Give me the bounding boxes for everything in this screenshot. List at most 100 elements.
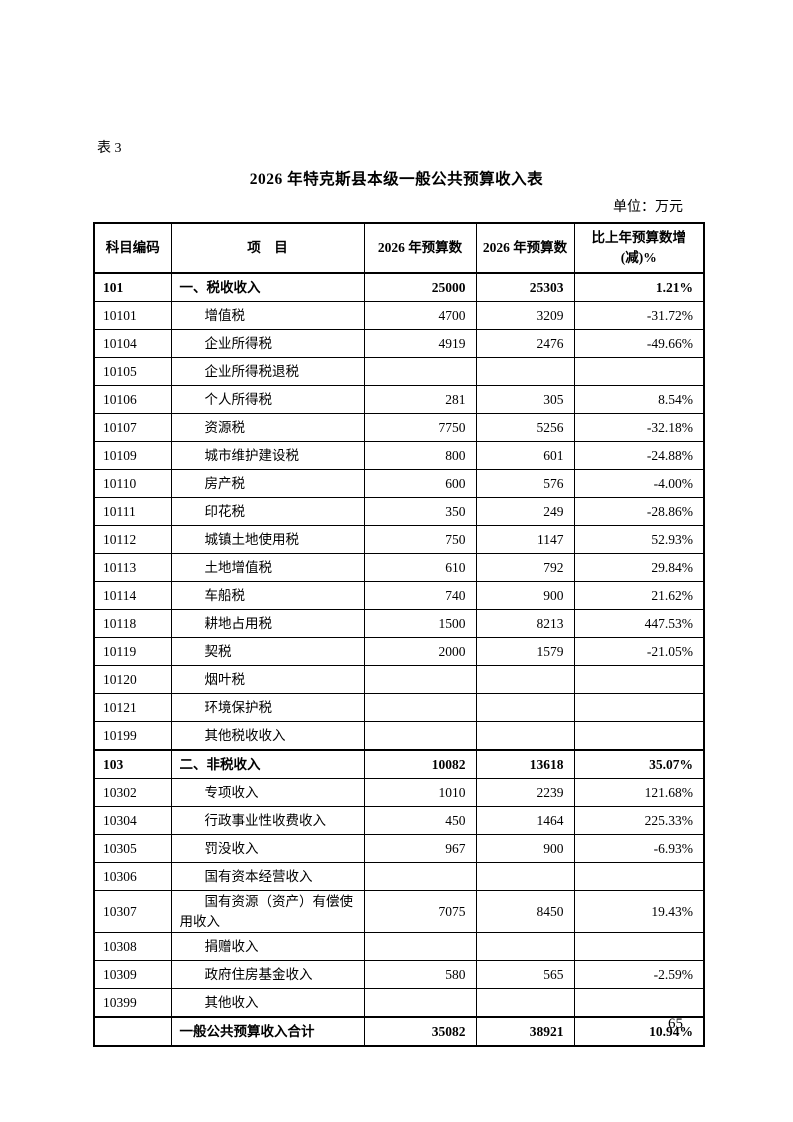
budget-a-cell	[363, 932, 477, 962]
code-cell: 10120	[93, 665, 172, 694]
budget-b-cell: 25303	[475, 272, 575, 302]
table-row: 一般公共预算收入合计 35082 38921 10.94%	[93, 1016, 705, 1047]
item-cell: 其他收入	[170, 988, 365, 1018]
change-cell: 35.07%	[573, 749, 705, 779]
table-row: 10306 国有资本经营收入	[93, 862, 705, 891]
budget-a-cell: 750	[363, 525, 477, 554]
item-cell: 城镇土地使用税	[170, 525, 365, 554]
code-cell: 10304	[93, 806, 172, 835]
budget-a-cell	[363, 693, 477, 722]
change-cell: -4.00%	[573, 469, 705, 498]
code-cell: 10114	[93, 581, 172, 610]
table-row: 10309 政府住房基金收入 580 565 -2.59%	[93, 960, 705, 990]
table-row: 10118 耕地占用税 1500 8213 447.53%	[93, 609, 705, 638]
header-item: 项 目	[170, 222, 365, 274]
table-row: 10104 企业所得税 4919 2476 -49.66%	[93, 329, 705, 358]
change-cell: 8.54%	[573, 385, 705, 414]
item-cell: 政府住房基金收入	[170, 960, 365, 990]
code-cell: 10118	[93, 609, 172, 638]
budget-b-cell	[475, 932, 575, 962]
change-cell: -21.05%	[573, 637, 705, 666]
budget-b-cell: 13618	[475, 749, 575, 779]
code-cell: 10101	[93, 301, 172, 330]
code-cell: 10307	[93, 889, 172, 934]
code-cell: 10119	[93, 637, 172, 666]
table-row: 10111 印花税 350 249 -28.86%	[93, 497, 705, 526]
code-cell: 10121	[93, 693, 172, 722]
table-row: 10110 房产税 600 576 -4.00%	[93, 469, 705, 498]
budget-a-cell: 800	[363, 441, 477, 470]
table-row: 10307 国有资源（资产）有偿使用收入 7075 8450 19.43%	[93, 889, 705, 934]
budget-b-cell: 601	[475, 441, 575, 470]
budget-b-cell: 900	[475, 581, 575, 610]
table-row: 10304 行政事业性收费收入 450 1464 225.33%	[93, 806, 705, 835]
change-cell	[573, 665, 705, 694]
budget-a-cell: 4919	[363, 329, 477, 358]
item-cell: 捐赠收入	[170, 932, 365, 962]
change-cell: -32.18%	[573, 413, 705, 442]
change-cell	[573, 862, 705, 891]
item-cell: 企业所得税退税	[170, 357, 365, 386]
code-cell: 10302	[93, 778, 172, 807]
budget-a-cell: 1500	[363, 609, 477, 638]
budget-a-cell: 7750	[363, 413, 477, 442]
code-cell: 10110	[93, 469, 172, 498]
budget-b-cell: 305	[475, 385, 575, 414]
header-row: 科目编码 项 目 2026 年预算数 2026 年预算数 比上年预算数增 (减)…	[93, 222, 705, 274]
budget-a-cell	[363, 665, 477, 694]
budget-a-cell: 450	[363, 806, 477, 835]
item-cell: 烟叶税	[170, 665, 365, 694]
code-cell: 10111	[93, 497, 172, 526]
budget-b-cell	[475, 665, 575, 694]
budget-b-cell: 1464	[475, 806, 575, 835]
budget-b-cell	[475, 721, 575, 751]
budget-b-cell: 8450	[475, 889, 575, 934]
item-cell: 契税	[170, 637, 365, 666]
budget-b-cell: 38921	[475, 1016, 575, 1047]
change-cell: -28.86%	[573, 497, 705, 526]
budget-b-cell	[475, 988, 575, 1018]
item-cell: 环境保护税	[170, 693, 365, 722]
budget-b-cell	[475, 862, 575, 891]
table-row: 10112 城镇土地使用税 750 1147 52.93%	[93, 525, 705, 554]
budget-a-cell: 25000	[363, 272, 477, 302]
budget-a-cell: 7075	[363, 889, 477, 934]
table-row: 103 二、非税收入 10082 13618 35.07%	[93, 749, 705, 779]
budget-b-cell	[475, 357, 575, 386]
change-cell	[573, 988, 705, 1018]
budget-a-cell: 35082	[363, 1016, 477, 1047]
code-cell: 10305	[93, 834, 172, 863]
change-cell: 225.33%	[573, 806, 705, 835]
change-cell	[573, 693, 705, 722]
header-budget-b: 2026 年预算数	[475, 222, 575, 274]
change-cell	[573, 721, 705, 751]
item-cell: 一般公共预算收入合计	[170, 1016, 365, 1047]
code-cell: 10106	[93, 385, 172, 414]
header-change: 比上年预算数增 (减)%	[573, 222, 705, 274]
item-cell: 车船税	[170, 581, 365, 610]
table-row: 10106 个人所得税 281 305 8.54%	[93, 385, 705, 414]
item-cell: 印花税	[170, 497, 365, 526]
item-cell: 房产税	[170, 469, 365, 498]
table-row: 10305 罚没收入 967 900 -6.93%	[93, 834, 705, 863]
budget-table: 科目编码 项 目 2026 年预算数 2026 年预算数 比上年预算数增 (减)…	[93, 222, 705, 1048]
code-cell: 10112	[93, 525, 172, 554]
budget-a-cell	[363, 721, 477, 751]
item-cell: 国有资源（资产）有偿使用收入	[170, 889, 365, 934]
code-cell: 101	[93, 272, 172, 302]
code-cell: 10308	[93, 932, 172, 962]
table-row: 10302 专项收入 1010 2239 121.68%	[93, 778, 705, 807]
code-cell: 10309	[93, 960, 172, 990]
change-cell: 29.84%	[573, 553, 705, 582]
change-cell: -24.88%	[573, 441, 705, 470]
budget-a-cell: 350	[363, 497, 477, 526]
change-cell: 121.68%	[573, 778, 705, 807]
table-row: 10114 车船税 740 900 21.62%	[93, 581, 705, 610]
change-cell: -31.72%	[573, 301, 705, 330]
code-cell: 103	[93, 749, 172, 779]
change-cell: 447.53%	[573, 609, 705, 638]
budget-b-cell: 5256	[475, 413, 575, 442]
change-cell: -6.93%	[573, 834, 705, 863]
budget-a-cell: 580	[363, 960, 477, 990]
